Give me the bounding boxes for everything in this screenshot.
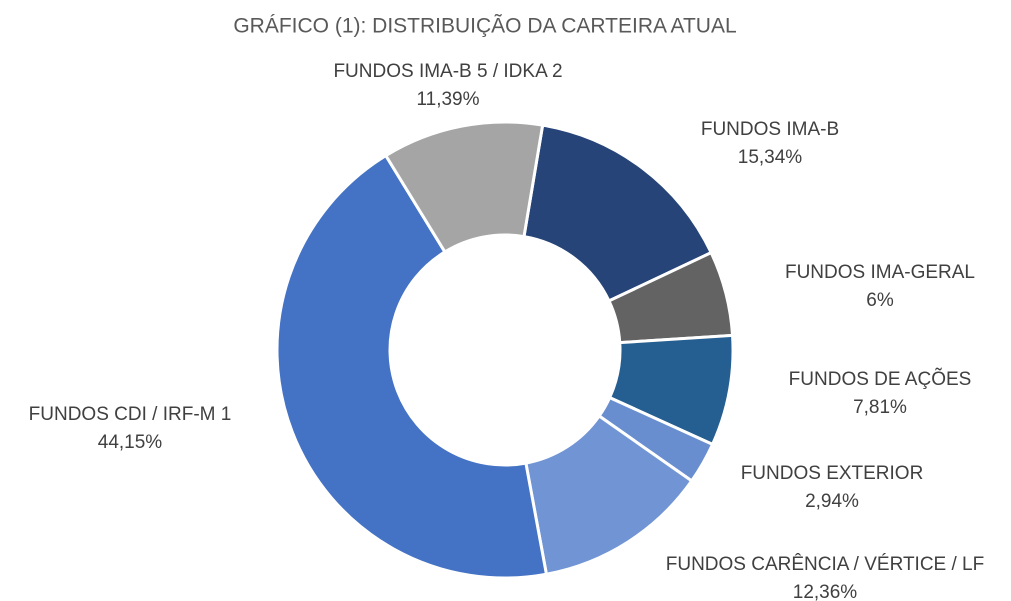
slice-label: FUNDOS CARÊNCIA / VÉRTICE / LF [666, 553, 984, 575]
slice-label: FUNDOS IMA-B [701, 119, 839, 140]
value-label: 11,39% [416, 89, 479, 110]
value-label: 6% [866, 290, 894, 311]
chart-title: GRÁFICO (1): DISTRIBUIÇÃO DA CARTEIRA AT… [233, 14, 736, 38]
slice [383, 120, 545, 255]
slice [522, 123, 714, 303]
value-label: 12,36% [793, 582, 858, 601]
slice-label: FUNDOS IMA-B 5 / IDKA 2 [333, 61, 562, 82]
value-label: 2,94% [805, 491, 859, 512]
value-label: 44,15% [98, 432, 163, 453]
value-label: 7,81% [853, 397, 907, 418]
slice-label: FUNDOS IMA-GERAL [785, 262, 975, 283]
slice [524, 413, 694, 576]
slice [275, 153, 549, 580]
value-label: 15,34% [738, 147, 803, 168]
slice-label: FUNDOS DE AÇÕES [789, 368, 972, 390]
slice-label: FUNDOS CDI / IRF-M 1 [29, 404, 232, 425]
slice-label: FUNDOS EXTERIOR [741, 463, 924, 484]
